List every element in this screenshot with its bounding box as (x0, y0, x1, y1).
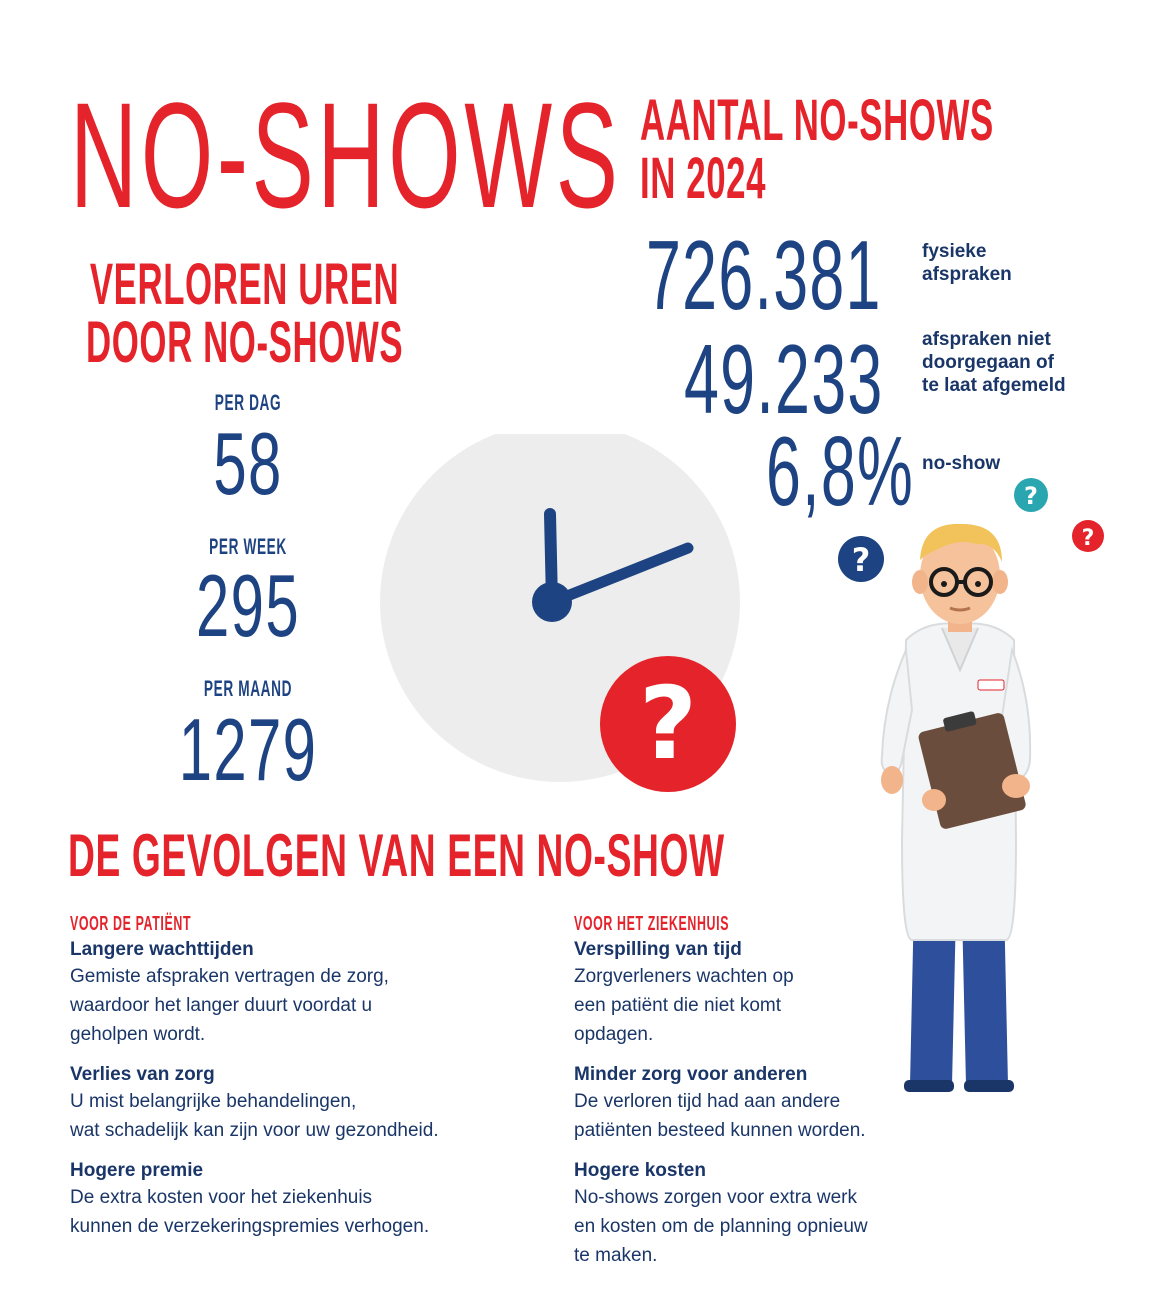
svg-text:?: ? (852, 541, 871, 579)
svg-text:?: ? (639, 665, 697, 782)
clock-center (532, 582, 572, 622)
question-mark-icon: ? (1072, 520, 1104, 552)
item-text: Zorgverleners wachten op een patiënt die… (574, 966, 794, 1045)
lost-hours-heading-line2: DOOR NO-SHOWS (86, 310, 404, 375)
svg-text:?: ? (1082, 526, 1095, 551)
list-item: Langere wachttijden Gemiste afspraken ve… (70, 938, 550, 1049)
hospital-consequences: VOOR HET ZIEKENHUIS Verspilling van tijd… (574, 914, 994, 1284)
item-title: Hogere kosten (574, 1160, 706, 1181)
stat-missed-appointments-label: afspraken niet doorgegaan of te laat afg… (922, 329, 1066, 396)
per-day-value: 58 (213, 414, 283, 513)
list-item: Verlies van zorg U mist belangrijke beha… (70, 1063, 550, 1145)
consequences-heading: DE GEVOLGEN VAN EEN NO-SHOW (68, 822, 725, 889)
question-mark-icon: ? (1014, 478, 1048, 512)
list-item: Hogere premie De extra kosten voor het z… (70, 1159, 550, 1241)
clock-minute-hand (546, 542, 694, 608)
per-week-value: 295 (196, 556, 300, 655)
item-text: No-shows zorgen voor extra werk en koste… (574, 1187, 868, 1266)
per-day-label: PER DAG (214, 390, 282, 415)
question-mark-icon: ? (838, 536, 884, 582)
stat-missed-appointments-value: 49.233 (684, 324, 884, 434)
stat-physical-appointments-label: fysieke afspraken (922, 241, 1012, 285)
lost-hours-heading: VERLOREN UREN DOOR NO-SHOWS (86, 256, 403, 372)
count-heading-line1: AANTAL NO-SHOWS (640, 88, 994, 153)
lost-hours-heading-line1: VERLOREN UREN (89, 252, 400, 317)
question-mark-icon: ? (600, 656, 736, 792)
stat-no-show-rate-label: no-show (922, 453, 1001, 474)
count-heading-line2: IN 2024 (640, 146, 767, 211)
hospital-section-title: VOOR HET ZIEKENHUIS (574, 913, 730, 935)
per-week-label: PER WEEK (209, 534, 287, 559)
item-text: Gemiste afspraken vertragen de zorg, waa… (70, 966, 389, 1045)
doctor-illustration (880, 523, 1032, 1092)
page-title: NO-SHOWS (70, 71, 622, 239)
item-title: Verspilling van tijd (574, 939, 742, 960)
item-text: De verloren tijd had aan andere patiënte… (574, 1091, 866, 1141)
stat-no-show-rate-value: 6,8% (766, 416, 915, 526)
stat-physical-appointments-value: 726.381 (646, 220, 882, 330)
list-item: Hogere kosten No-shows zorgen voor extra… (574, 1159, 994, 1270)
item-text: De extra kosten voor het ziekenhuis kunn… (70, 1187, 430, 1237)
per-month-value: 1279 (178, 700, 318, 799)
item-title: Verlies van zorg (70, 1064, 215, 1085)
item-title: Minder zorg voor anderen (574, 1064, 808, 1085)
patient-section-title: VOOR DE PATIËNT (70, 913, 192, 935)
item-text: U mist belangrijke behandelingen, wat sc… (70, 1091, 439, 1141)
list-item: Minder zorg voor anderen De verloren tij… (574, 1063, 994, 1145)
item-title: Hogere premie (70, 1160, 204, 1181)
patient-consequences: VOOR DE PATIËNT Langere wachttijden Gemi… (70, 914, 550, 1255)
svg-text:?: ? (1024, 482, 1038, 510)
item-title: Langere wachttijden (70, 939, 254, 960)
list-item: Verspilling van tijd Zorgverleners wacht… (574, 938, 994, 1049)
count-heading: AANTAL NO-SHOWS IN 2024 (640, 92, 994, 208)
per-month-label: PER MAAND (203, 676, 293, 701)
